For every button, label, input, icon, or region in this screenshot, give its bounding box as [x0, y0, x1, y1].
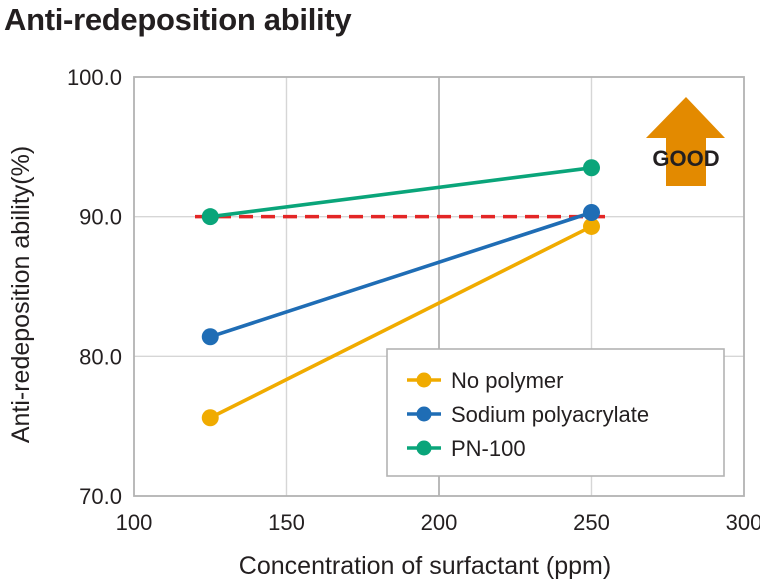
legend-label: Sodium polyacrylate — [451, 402, 649, 427]
y-tick-label: 80.0 — [79, 344, 122, 369]
chart-title: Anti-redeposition ability — [4, 2, 352, 37]
legend-marker — [416, 406, 432, 422]
legend-marker — [416, 372, 432, 388]
data-point — [583, 159, 600, 177]
legend-label: No polymer — [451, 368, 563, 393]
good-label: GOOD — [652, 146, 719, 171]
axis-layer: 100 150 200 250 300 70.0 80.0 90.0 100.0 Concentr… — [7, 65, 760, 580]
x-tick-label: 300 — [726, 510, 760, 535]
x-tick-label: 150 — [268, 510, 305, 535]
legend-marker — [416, 440, 432, 456]
series-line — [209, 224, 593, 420]
y-tick-label: 100.0 — [67, 65, 122, 90]
series-line — [210, 165, 592, 219]
legend-box — [386, 348, 725, 477]
y-tick-label: 70.0 — [79, 484, 122, 509]
x-tick-label: 100 — [116, 510, 153, 535]
x-axis-label: Concentration of surfactant (ppm) — [239, 552, 611, 580]
data-point — [201, 328, 219, 346]
legend: No polymer Sodium polyacrylate PN-100 — [386, 348, 725, 477]
y-tick-label: 90.0 — [79, 205, 122, 230]
legend-label: PN-100 — [451, 436, 526, 461]
series-line — [209, 210, 593, 339]
plot-frame — [133, 76, 745, 497]
data-point — [583, 203, 600, 221]
data-point — [201, 409, 219, 427]
data-point — [583, 217, 600, 235]
x-tick-label: 250 — [573, 510, 610, 535]
series-layer — [201, 159, 600, 427]
data-point — [201, 208, 219, 226]
x-tick-label: 200 — [421, 510, 458, 535]
good-arrow-icon — [646, 97, 725, 186]
y-axis-label: Anti-redeposition ability(%) — [7, 146, 35, 443]
annotation-layer: GOOD — [646, 97, 725, 186]
